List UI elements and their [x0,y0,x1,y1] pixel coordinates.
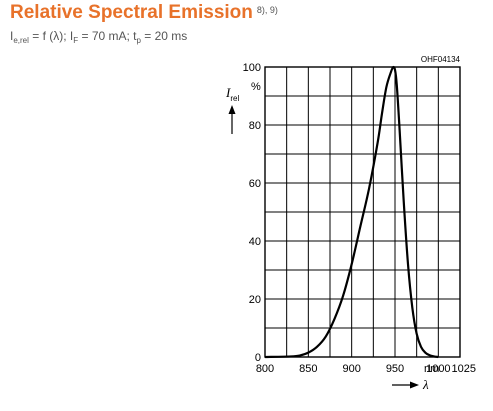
y-tick-label: 60 [249,178,261,190]
y-axis-arrow [228,105,236,134]
title-footnote-refs: 8), 9) [256,5,278,15]
chart-grid [265,67,460,357]
x-axis-arrow [392,381,419,389]
y-tick-label: 100 [243,62,261,74]
subtitle-part-1: I [10,29,14,43]
subtitle-sub-3: p [136,36,141,45]
y-axis-unit: % [251,81,261,93]
subtitle-part-3: = 70 mA; t [78,29,137,43]
x-tick-label: 950 [386,363,404,375]
subtitle-part-4: = 20 ms [140,29,188,43]
y-tick-label: 40 [249,236,261,248]
figure-code: OHF04134 [421,55,461,64]
x-tick-label: 1000 [426,363,450,375]
y-axis-symbol-main: I [225,85,231,100]
y-axis-symbol-sub: rel [230,94,239,103]
subtitle-part-2: = f (λ); I [28,29,74,43]
emission-curve [264,65,439,359]
chart-subtitle: Ie,rel = f (λ); IF = 70 mA; tp = 20 ms [10,29,188,45]
subtitle-sub-2: F [73,36,79,45]
plot-frame [264,66,461,358]
x-tick-label: 800 [256,363,274,375]
y-tick-label: 80 [249,120,261,132]
x-tick-label: 900 [342,363,360,375]
y-tick-label: 0 [255,352,261,364]
y-tick-labels: 0 20 40 60 80 100 [243,62,261,364]
chart-title-text: Relative Spectral Emission [10,2,253,23]
x-tick-labels: 800 850 900 950 1000 1025 [256,363,476,375]
x-axis-unit: nm [424,363,439,375]
y-axis-symbol: Irel [225,85,239,103]
x-tick-label: 850 [299,363,317,375]
x-tick-label: 1025 [452,363,476,375]
y-tick-label: 20 [249,294,261,306]
subtitle-sub-1: e,rel [13,36,29,45]
chart-title: Relative Spectral Emission 8), 9) [10,2,278,24]
x-axis-symbol: λ [422,377,429,392]
